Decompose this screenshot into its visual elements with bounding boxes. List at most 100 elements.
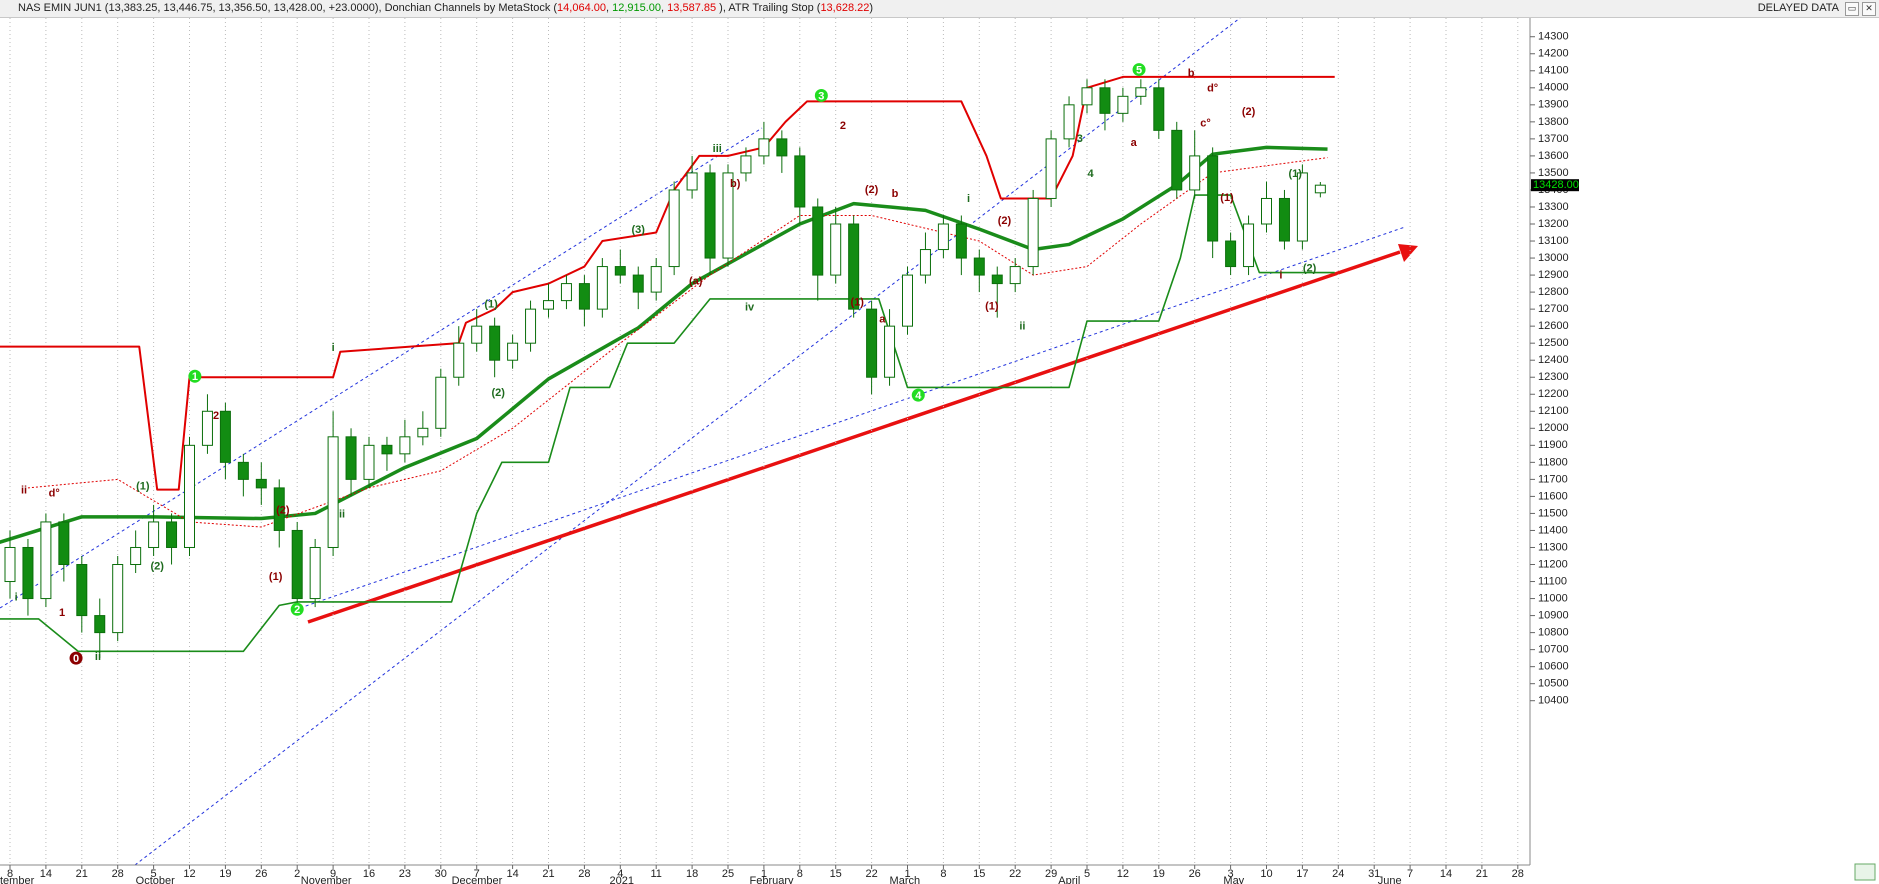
wave-label: ii — [339, 509, 345, 521]
channel-line — [299, 226, 1406, 609]
wave-marker — [290, 602, 304, 616]
month-label: June — [1378, 875, 1402, 884]
candle-body — [363, 444, 375, 480]
x-tick-label: 8 — [7, 868, 13, 880]
x-tick-label: 24 — [1332, 868, 1344, 880]
y-tick-label: 10500 — [1538, 678, 1569, 690]
x-tick-label: 19 — [219, 868, 231, 880]
wave-label: (2) — [865, 184, 879, 196]
x-tick-label: 22 — [865, 868, 877, 880]
candle-body — [776, 138, 788, 157]
y-tick-label: 11800 — [1538, 456, 1568, 468]
candle-body — [1225, 240, 1237, 268]
candle-body — [1261, 197, 1272, 225]
candle-body — [40, 521, 52, 600]
y-tick-label: 12100 — [1538, 405, 1569, 417]
candle-body — [237, 461, 249, 480]
candle-body — [201, 410, 213, 446]
candle-body — [255, 478, 267, 489]
x-tick-label: 18 — [686, 868, 698, 880]
y-tick-label: 10800 — [1538, 627, 1569, 639]
candle-body — [902, 274, 913, 327]
header-text: 13,587.85 — [667, 2, 717, 14]
candle-body — [1207, 155, 1219, 242]
last-price-label: 13428.00 — [1533, 179, 1579, 191]
x-tick-label: 15 — [830, 868, 842, 880]
status-label: DELAYED DATA — [1757, 2, 1839, 14]
wave-label: d° — [49, 488, 60, 500]
candle-body — [919, 249, 931, 276]
wave-marker — [69, 651, 83, 665]
candle-body — [148, 521, 160, 548]
x-tick-label: 8 — [940, 868, 946, 880]
x-tick-label: 14 — [506, 868, 518, 880]
candle-body — [1153, 87, 1165, 131]
candle-body — [955, 223, 967, 259]
y-tick-label: 13300 — [1538, 201, 1569, 213]
channel-line — [0, 127, 763, 609]
x-tick-label: 2 — [294, 868, 300, 880]
candle-body — [578, 283, 590, 310]
x-tick-label: 31 — [1368, 868, 1380, 880]
candle-body — [22, 546, 34, 600]
header-text: 12,915.00 — [612, 2, 662, 14]
candle-body — [973, 257, 985, 276]
candle-body — [166, 521, 178, 548]
y-tick-label: 10700 — [1538, 644, 1569, 656]
candle-body — [1009, 266, 1021, 285]
y-tick-label: 13600 — [1538, 150, 1569, 162]
header-text: ), ATR Trailing Stop ( — [716, 2, 821, 14]
candle-body — [399, 436, 411, 455]
wave-label: (2) — [998, 215, 1012, 227]
y-tick-label: 13000 — [1538, 252, 1569, 264]
y-tick-label: 13100 — [1538, 235, 1569, 247]
y-tick-label: 12500 — [1538, 337, 1569, 349]
wave-marker — [188, 369, 202, 383]
candle-body — [184, 444, 195, 548]
wave-label: (1) — [1288, 168, 1302, 180]
y-tick-label: 12300 — [1538, 371, 1569, 383]
wave-label: b — [892, 188, 899, 200]
y-tick-label: 12400 — [1538, 354, 1569, 366]
plot-area — [0, 18, 1530, 865]
month-label: November — [301, 875, 352, 884]
x-tick-label: 11 — [650, 868, 661, 880]
x-tick-label: 5 — [151, 868, 157, 880]
wave-label: (2) — [1303, 263, 1317, 275]
wave-label: (2) — [492, 387, 506, 399]
close-button[interactable]: ✕ — [1862, 2, 1876, 16]
x-tick-label: 30 — [435, 868, 447, 880]
wave-label: 3 — [1077, 133, 1083, 145]
header-text: , — [605, 2, 613, 14]
candle-body — [1314, 184, 1326, 194]
month-label: December — [452, 875, 503, 884]
wave-label: 2 — [840, 120, 846, 132]
wave-label: (1) — [269, 571, 283, 583]
candle-body — [273, 487, 285, 531]
wave-marker — [1132, 63, 1146, 77]
candle-body — [830, 223, 842, 276]
x-tick-label: 7 — [1407, 868, 1413, 880]
month-label: February — [750, 875, 795, 884]
wave-label: a — [1131, 137, 1138, 149]
x-tick-label: 7 — [474, 868, 480, 880]
y-tick-label: 11300 — [1538, 541, 1568, 553]
candle-body — [1099, 87, 1111, 114]
candle-body — [1045, 138, 1057, 199]
wave-label: (2) — [1242, 106, 1256, 118]
indicator-line — [27, 157, 1328, 528]
candle-body — [848, 223, 860, 310]
wave-marker-label: 0 — [73, 653, 79, 665]
minimize-button[interactable]: ▭ — [1845, 2, 1859, 16]
corner-icon[interactable] — [1854, 863, 1876, 881]
candle-body — [722, 172, 734, 259]
candle-body — [489, 325, 501, 361]
x-tick-label: 26 — [1189, 868, 1201, 880]
y-tick-label: 10600 — [1538, 661, 1569, 673]
wave-label: a — [879, 313, 886, 325]
y-tick-label: 14200 — [1538, 48, 1569, 60]
candle-body — [112, 564, 124, 634]
candle-body — [309, 546, 321, 600]
wave-label: (a) — [689, 275, 703, 287]
y-tick-label: 14100 — [1538, 65, 1569, 77]
